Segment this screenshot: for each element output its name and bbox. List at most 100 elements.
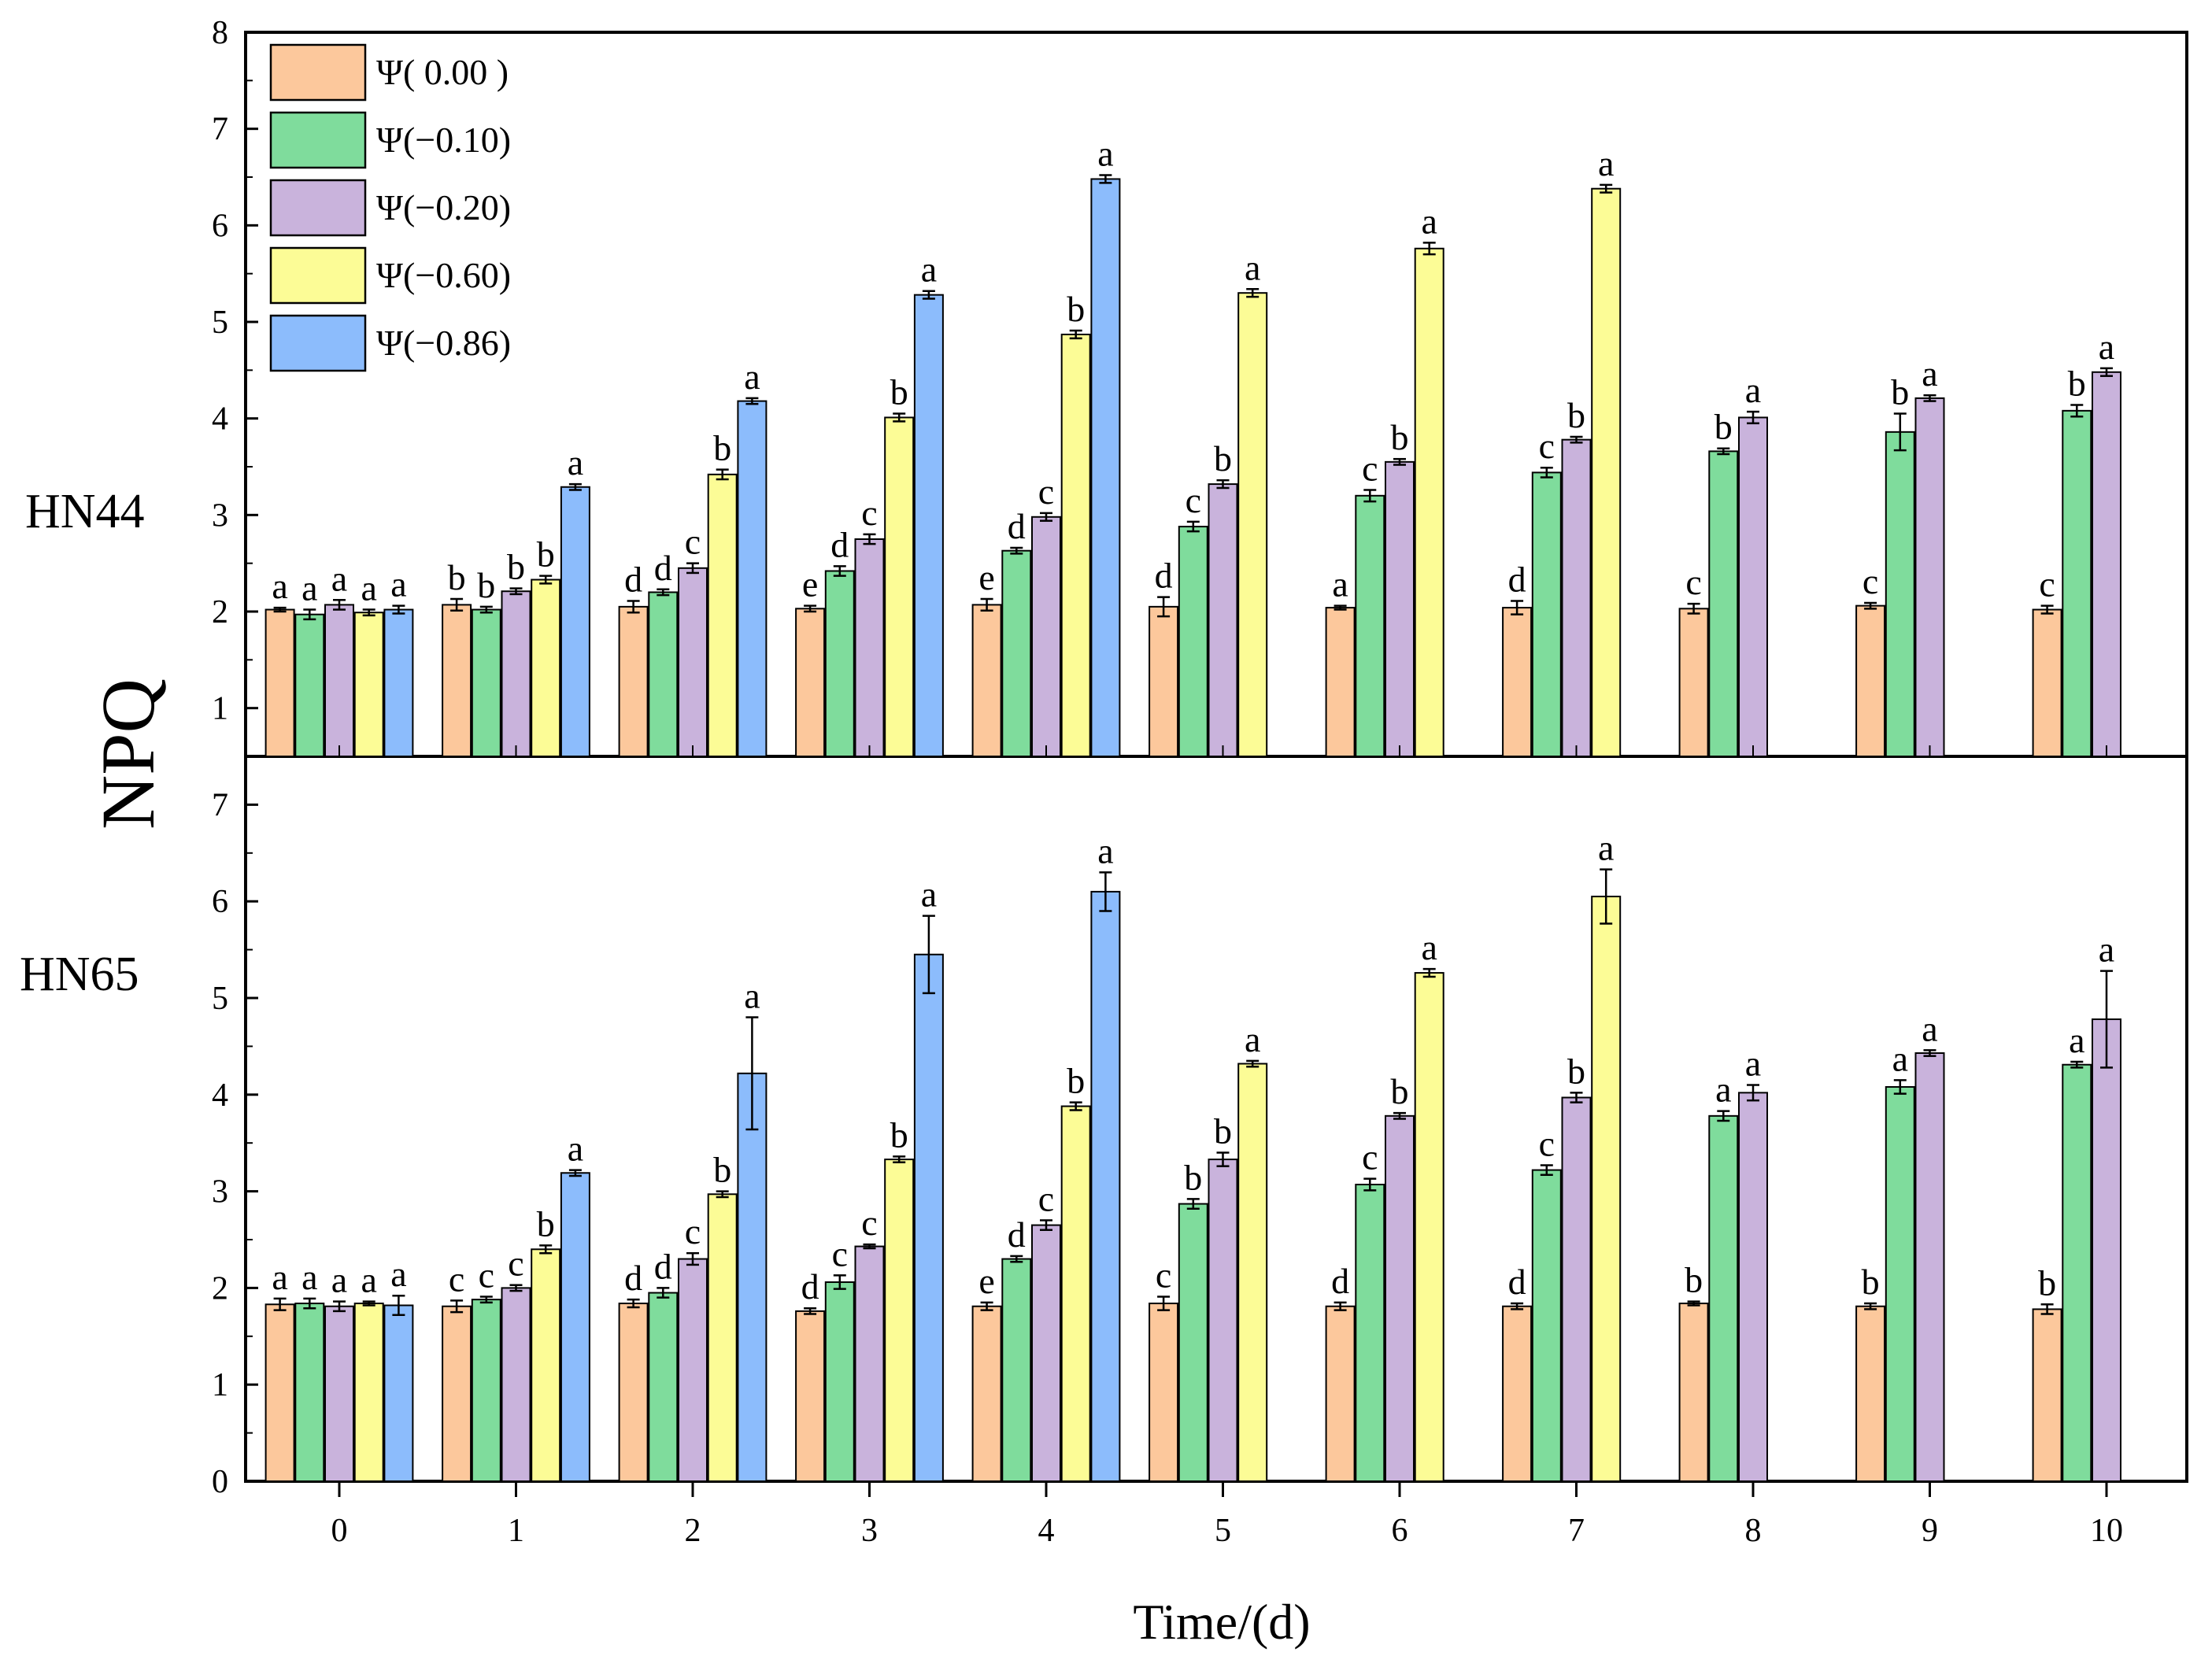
sig-label-hn44-s0-d0: a — [272, 566, 287, 606]
bar-hn44-s2-d0 — [324, 604, 354, 757]
bar-hn44-s1-d3 — [824, 570, 855, 757]
sig-label-hn65-s3-d5: a — [1245, 1019, 1260, 1059]
bar-hn44-s1-d0 — [294, 613, 325, 757]
sig-label-hn44-s4-d3: a — [921, 249, 937, 290]
panel-label-hn44: HN44 — [25, 485, 145, 538]
bar-hn44-s4-d4 — [1090, 178, 1121, 758]
bar-hn65-s2-d4 — [1031, 1224, 1061, 1482]
legend-swatch-4 — [269, 314, 367, 372]
sig-label-hn65-s2-d10: a — [2099, 930, 2114, 970]
sig-label-hn44-s2-d9: a — [1922, 353, 1937, 394]
bar-hn65-s1-d8 — [1708, 1114, 1739, 1483]
bar-hn65-s0-d8 — [1678, 1303, 1709, 1482]
x-tick-label-5: 5 — [1215, 1513, 1231, 1549]
bar-hn65-s3-d1 — [531, 1248, 561, 1483]
sig-label-hn65-s2-d3: c — [861, 1203, 877, 1243]
sig-label-hn65-s2-d4: c — [1038, 1178, 1054, 1218]
bar-hn65-s0-d10 — [2032, 1308, 2062, 1483]
bar-hn65-s1-d0 — [294, 1303, 325, 1482]
bar-hn65-s0-d1 — [442, 1305, 472, 1483]
bar-hn65-s3-d4 — [1060, 1105, 1091, 1482]
sig-label-hn65-s1-d10: a — [2069, 1020, 2084, 1060]
bar-hn44-s2-d10 — [2092, 371, 2121, 757]
bar-hn44-s2-d1 — [501, 590, 531, 757]
bar-hn44-s3-d7 — [1591, 187, 1622, 758]
legend-swatch-2 — [269, 179, 367, 237]
sig-label-hn65-s1-d2: d — [654, 1246, 672, 1286]
bar-hn44-s3-d5 — [1237, 292, 1268, 757]
bar-hn44-s1-d5 — [1178, 526, 1208, 757]
sig-label-hn44-s0-d4: e — [978, 557, 994, 597]
bar-hn65-s3-d0 — [353, 1303, 384, 1482]
bar-hn65-s0-d5 — [1149, 1303, 1179, 1482]
sig-label-hn44-s0-d3: e — [802, 564, 818, 604]
bar-hn44-s0-d7 — [1502, 607, 1533, 757]
sig-label-hn65-s2-d6: b — [1391, 1071, 1409, 1111]
sig-label-hn65-s1-d6: c — [1362, 1137, 1378, 1177]
bar-hn44-s4-d2 — [737, 400, 768, 757]
sig-label-hn65-s0-d7: d — [1508, 1262, 1526, 1302]
bar-hn65-s3-d3 — [884, 1159, 915, 1483]
sig-label-hn44-s0-d2: d — [624, 560, 642, 600]
bar-hn44-s3-d4 — [1060, 333, 1091, 757]
sig-label-hn44-s2-d3: c — [861, 493, 877, 533]
sig-label-hn44-s4-d1: a — [568, 442, 583, 482]
bar-hn65-s1-d1 — [471, 1299, 501, 1482]
bar-hn65-s3-d5 — [1237, 1063, 1268, 1482]
sig-label-hn65-s1-d8: a — [1715, 1070, 1731, 1110]
bar-hn44-s2-d6 — [1385, 460, 1415, 757]
bar-hn65-s4-d2 — [737, 1072, 768, 1483]
bar-hn44-s2-d2 — [678, 567, 708, 757]
x-axis-title: Time/(d) — [1133, 1594, 1310, 1650]
bar-hn44-s3-d2 — [707, 473, 738, 758]
bar-hn65-s1-d3 — [824, 1281, 855, 1482]
bar-hn44-s3-d6 — [1414, 247, 1444, 758]
sig-label-hn44-s0-d1: b — [448, 557, 466, 597]
sig-label-hn44-s3-d0: a — [361, 568, 376, 608]
bar-hn44-s1-d6 — [1355, 494, 1385, 757]
bar-hn44-s1-d7 — [1531, 471, 1562, 757]
bar-hn65-s2-d10 — [2092, 1018, 2121, 1482]
sig-label-hn65-s0-d6: d — [1331, 1261, 1349, 1301]
y-tick-label-hn44-8: 8 — [212, 15, 228, 51]
bar-hn65-s0-d2 — [618, 1303, 649, 1482]
bar-hn44-s2-d8 — [1738, 416, 1768, 757]
sig-label-hn44-s2-d7: b — [1567, 395, 1585, 435]
bar-hn44-s0-d5 — [1149, 605, 1179, 757]
sig-label-hn44-s1-d0: a — [301, 568, 317, 608]
bar-hn44-s2-d3 — [854, 538, 885, 757]
sig-label-hn65-s3-d0: a — [361, 1260, 376, 1300]
y-tick-label-hn44-3: 3 — [212, 497, 228, 534]
x-tick-label-10: 10 — [2090, 1513, 2123, 1549]
bar-hn65-s3-d7 — [1591, 896, 1622, 1483]
sig-label-hn44-s2-d6: b — [1391, 417, 1409, 457]
sig-label-hn65-s0-d0: a — [272, 1257, 287, 1297]
sig-label-hn65-s0-d10: b — [2038, 1262, 2056, 1303]
sig-label-hn44-s1-d7: c — [1539, 426, 1555, 466]
sig-label-hn44-s3-d6: a — [1421, 201, 1437, 241]
bar-hn65-s1-d5 — [1178, 1203, 1208, 1482]
bar-hn44-s1-d10 — [2062, 409, 2092, 757]
sig-label-hn65-s2-d5: b — [1214, 1111, 1232, 1151]
bar-hn65-s2-d0 — [324, 1305, 354, 1483]
bar-hn65-s2-d5 — [1208, 1159, 1238, 1483]
sig-label-hn44-s2-d2: c — [685, 522, 701, 562]
bar-hn65-s2-d3 — [854, 1245, 885, 1482]
x-tick-label-7: 7 — [1568, 1513, 1585, 1549]
sig-label-hn44-s3-d7: a — [1598, 143, 1614, 183]
y-tick-label-hn65-4: 4 — [212, 1077, 228, 1114]
bar-hn44-s1-d4 — [1001, 549, 1032, 757]
bar-hn65-s2-d7 — [1561, 1096, 1592, 1482]
bar-hn65-s4-d1 — [560, 1172, 590, 1482]
sig-label-hn65-s1-d3: c — [832, 1233, 848, 1273]
bar-hn44-s3-d0 — [353, 612, 384, 758]
bar-hn65-s2-d9 — [1914, 1052, 1945, 1482]
sig-label-hn65-s3-d3: b — [890, 1114, 908, 1155]
y-tick-label-hn65-2: 2 — [212, 1270, 228, 1307]
sig-label-hn65-s3-d7: a — [1598, 828, 1614, 868]
x-tick-label-8: 8 — [1745, 1513, 1762, 1549]
x-tick-label-6: 6 — [1392, 1513, 1408, 1549]
bar-hn65-s0-d4 — [971, 1305, 1002, 1483]
panel-label-hn65: HN65 — [20, 948, 139, 1001]
